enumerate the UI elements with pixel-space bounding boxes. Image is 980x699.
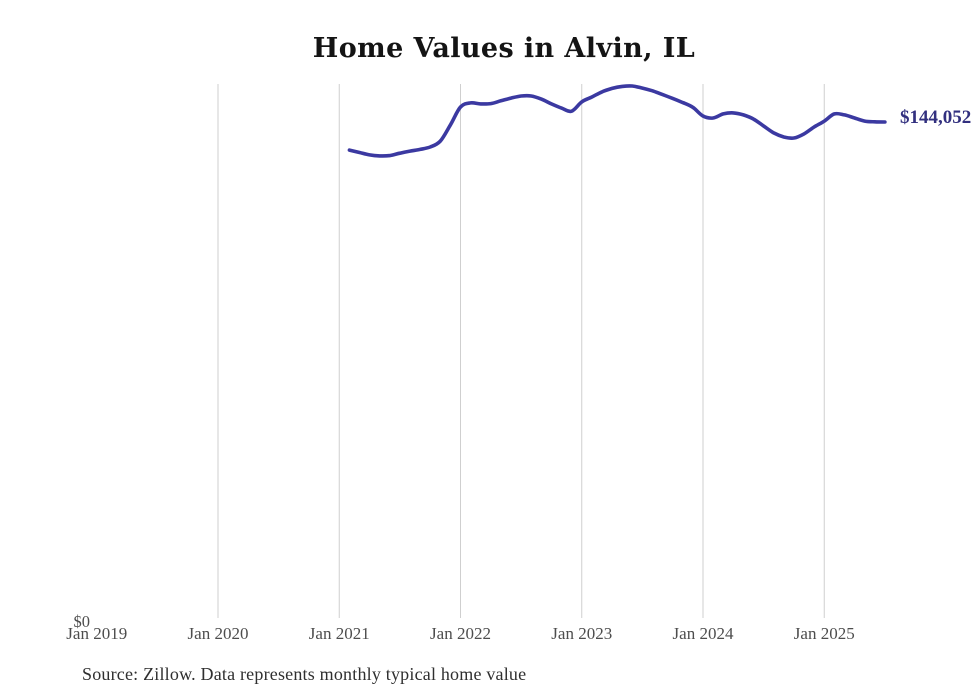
x-axis-labels: Jan 2019 Jan 2020 Jan 2021 Jan 2022 Jan 2023… — [66, 624, 854, 643]
x-tick-jan-2021: Jan 2021 — [309, 624, 370, 643]
gridlines — [217, 84, 825, 618]
x-tick-jan-2020: Jan 2020 — [188, 624, 249, 643]
chart-title: Home Values in Alvin, IL — [312, 33, 696, 64]
x-tick-jan-2025: Jan 2025 — [794, 624, 855, 643]
home-value-line — [347, 84, 887, 158]
x-tick-jan-2019: Jan 2019 — [66, 624, 127, 643]
x-tick-jan-2024: Jan 2024 — [673, 624, 734, 643]
latest-value-label: $144,052 — [900, 107, 971, 128]
x-tick-jan-2023: Jan 2023 — [551, 624, 612, 643]
source-note: Source: Zillow. Data represents monthly … — [82, 664, 527, 684]
x-tick-jan-2022: Jan 2022 — [430, 624, 491, 643]
y-axis-zero-label: $0 — [74, 612, 91, 631]
